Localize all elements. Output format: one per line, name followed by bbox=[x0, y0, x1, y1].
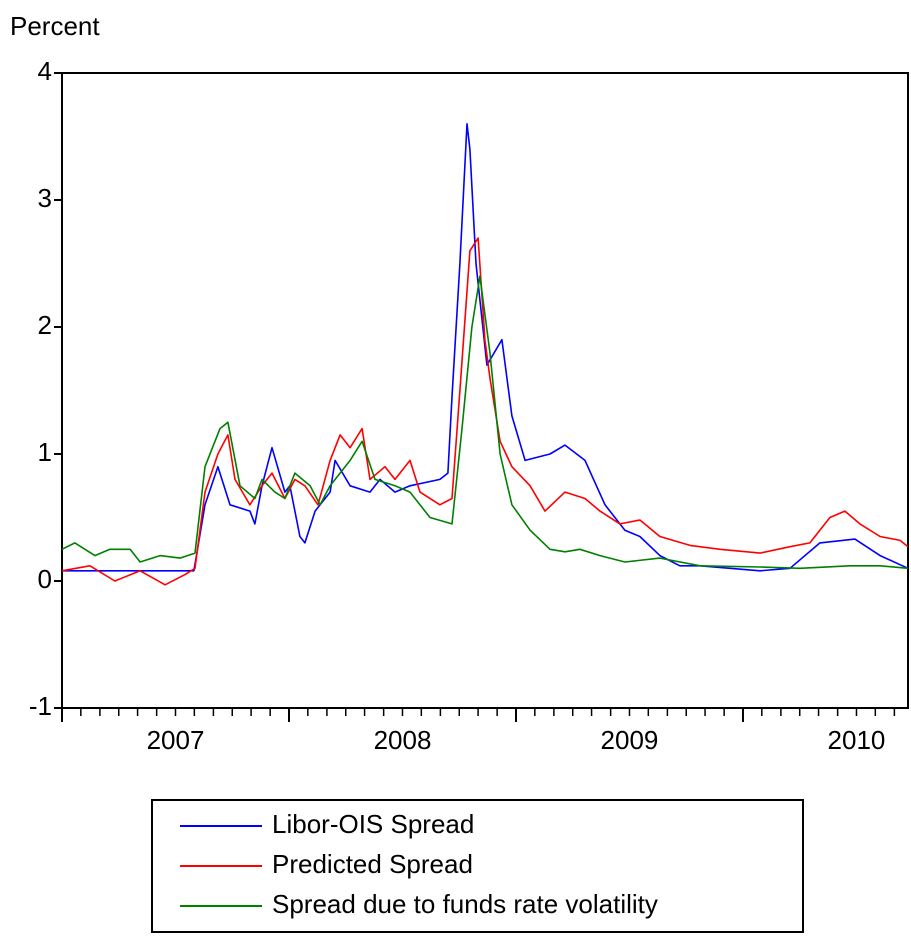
y-tick-label: 1 bbox=[38, 437, 52, 467]
legend-label: Libor-OIS Spread bbox=[272, 809, 474, 839]
y-tick-label: 4 bbox=[38, 56, 52, 86]
series-line bbox=[61, 237, 909, 586]
series-line bbox=[62, 123, 909, 572]
x-tick-label: 2010 bbox=[828, 725, 886, 755]
x-tick-label: 2008 bbox=[374, 725, 432, 755]
y-axis-title: Percent bbox=[10, 11, 100, 41]
legend-label: Predicted Spread bbox=[272, 849, 473, 879]
y-tick-label: 0 bbox=[38, 564, 52, 594]
x-tick-label: 2007 bbox=[147, 725, 205, 755]
series-line bbox=[61, 275, 909, 570]
y-tick-label: -1 bbox=[29, 691, 52, 721]
legend-label: Spread due to funds rate volatility bbox=[272, 889, 658, 919]
y-tick-label: 3 bbox=[38, 183, 52, 213]
plot-frame bbox=[61, 72, 909, 709]
x-tick-label: 2009 bbox=[601, 725, 659, 755]
y-tick-label: 2 bbox=[38, 310, 52, 340]
